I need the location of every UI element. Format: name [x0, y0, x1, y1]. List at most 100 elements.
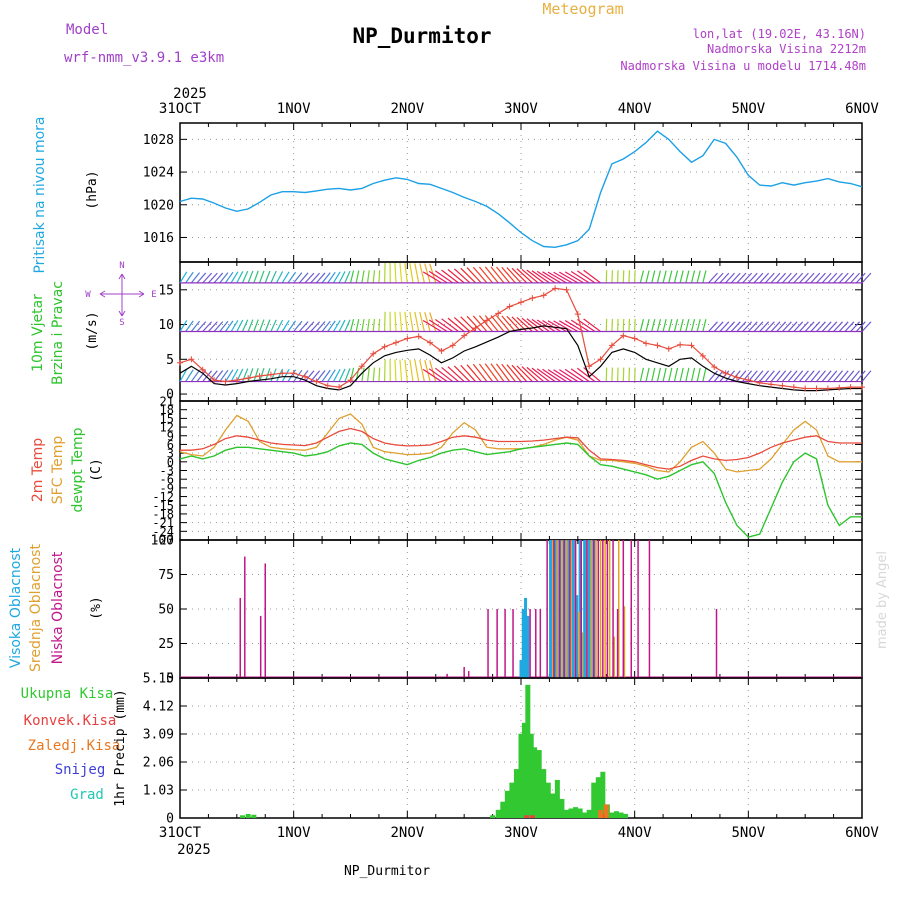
- wind-barb: [787, 272, 798, 284]
- wind-barb: [855, 272, 866, 284]
- wind-barb: [361, 318, 365, 332]
- cloud-bar: [597, 540, 600, 678]
- wind-barb: [696, 270, 701, 283]
- wind-barb: [526, 318, 545, 332]
- y-tick-label: 1016: [143, 231, 174, 246]
- wind-gust-marker: [608, 342, 615, 349]
- cloud-bar: [715, 609, 718, 678]
- wind-barb: [185, 369, 194, 382]
- wind-barb: [414, 311, 420, 332]
- wind-gust-marker: [665, 345, 672, 352]
- wind-barb: [304, 370, 315, 382]
- wind-barb: [742, 272, 753, 284]
- wind-barb: [577, 270, 596, 284]
- wind-barb: [850, 370, 861, 382]
- wind-barb: [787, 370, 798, 382]
- wind-barb: [564, 368, 584, 383]
- wind-barb: [230, 368, 239, 382]
- cloud-bar: [608, 540, 611, 678]
- compass-arrows: [99, 273, 145, 317]
- wind-barb: [759, 321, 770, 332]
- p4-unit: (%): [89, 596, 104, 619]
- wind-gust-marker: [370, 350, 377, 357]
- wind-barb: [742, 321, 753, 332]
- p5-legend-total: Ukupna Kisa: [21, 686, 114, 702]
- wind-barb: [679, 319, 684, 332]
- cloud-bar: [602, 540, 604, 678]
- wind-barb: [506, 315, 522, 332]
- wind-barb: [419, 263, 425, 283]
- wind-barb: [378, 367, 381, 382]
- wind-barb: [202, 321, 213, 332]
- wind-speed-line: [179, 325, 862, 392]
- cloud-bar: [487, 609, 489, 678]
- cloud-bar: [556, 540, 559, 678]
- wind-barb: [207, 321, 218, 332]
- wind-barb: [321, 369, 331, 382]
- y-tick-label: 100: [151, 534, 174, 549]
- compass-e: E: [151, 290, 156, 300]
- wind-barb: [645, 270, 650, 283]
- y-tick-label: 21: [160, 395, 174, 409]
- wind-gust-marker: [222, 378, 229, 385]
- wind-barb: [332, 271, 341, 284]
- wind-gust-marker: [347, 377, 354, 384]
- top-day-label: 2NOV: [390, 101, 424, 117]
- p5-unit: 1hr Precip (mm): [113, 689, 128, 806]
- panel2-labels: 10m Vjetar Brzina i Pravac (m/s) N W E S: [30, 261, 157, 385]
- footer-station: NP_Durmitor: [344, 864, 430, 879]
- y-tick-label: -6: [160, 473, 174, 487]
- wind-barb: [344, 368, 351, 382]
- cloud-bar: [637, 540, 639, 678]
- wind-barb: [651, 319, 656, 332]
- wind-barb: [338, 319, 346, 332]
- wind-barb: [651, 270, 656, 283]
- panels: 1016102010241028051015211815129630-3-6-9…: [143, 122, 872, 827]
- wind-barb: [725, 272, 735, 284]
- precip-bar: [568, 808, 574, 818]
- wind-barb: [490, 363, 505, 382]
- wind-barb: [776, 272, 787, 284]
- y-tick-label: 0: [166, 672, 174, 687]
- precip-bar: [582, 812, 588, 818]
- wind-barb: [399, 311, 403, 332]
- wind-gust-marker: [404, 335, 411, 342]
- wind-gust-marker: [518, 299, 524, 306]
- wind-barb: [764, 272, 775, 284]
- precip-bar: [550, 793, 556, 818]
- wind-gust-marker: [699, 352, 706, 359]
- wind-gust-marker: [461, 332, 468, 339]
- wind-barb: [838, 370, 849, 382]
- precip-bar: [245, 813, 251, 818]
- wind-barb: [441, 269, 459, 284]
- panel4-labels: Visoka Oblacnost Srednja Oblacnost Niska…: [8, 544, 104, 672]
- y-tick-label: 0: [167, 455, 174, 469]
- wind-barb: [287, 369, 297, 382]
- wind-gust-marker: [768, 381, 775, 388]
- wind-barb: [804, 321, 815, 332]
- wind-barb: [366, 318, 370, 332]
- wind-barb: [293, 369, 303, 382]
- dewpoint-line: [179, 442, 862, 538]
- cloud-bar: [239, 597, 241, 678]
- cloud-bar: [264, 563, 266, 678]
- wind-barb: [310, 272, 321, 284]
- wind-barb: [484, 363, 499, 382]
- wind-barb: [409, 263, 414, 283]
- cloud-bar: [580, 540, 582, 678]
- precip-bar: [618, 812, 624, 818]
- wind-barb: [258, 368, 265, 382]
- precip-bar: [600, 771, 606, 818]
- wind-barb: [536, 368, 556, 383]
- wind-barb: [447, 366, 465, 382]
- wind-barb: [230, 271, 239, 284]
- wind-barb: [366, 367, 370, 382]
- wind-barb: [861, 321, 872, 332]
- wind-barb: [219, 272, 229, 284]
- wind-barb: [466, 315, 482, 332]
- wind-barb: [639, 367, 644, 382]
- wind-barb: [781, 272, 792, 284]
- wind-barb: [270, 319, 277, 332]
- temp-2m-line: [180, 427, 862, 470]
